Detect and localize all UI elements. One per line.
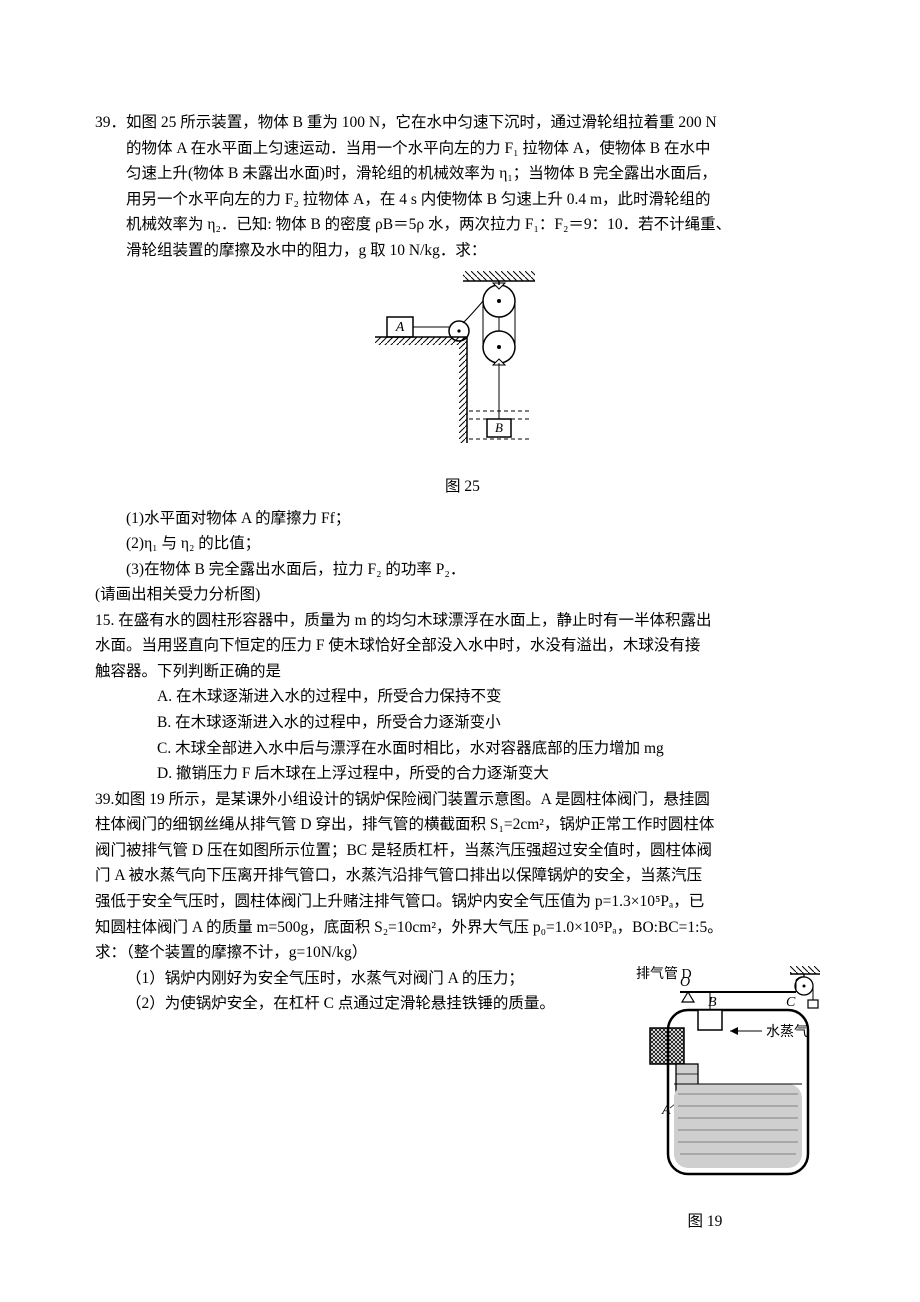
- figure-19-wrap: 排气管 D O B C A 水蒸气: [580, 966, 830, 1241]
- q39b-s1: 如图 19 所示，是某课外小组设计的锅炉保险阀门装置示意图。A 是圆柱体阀门，悬…: [114, 791, 709, 808]
- fig19-label-c: C: [786, 995, 796, 1010]
- q39b-subs: （1）锅炉内刚好为安全气压时，水蒸气对阀门 A 的压力； （2）为使锅炉安全，在…: [95, 966, 566, 1241]
- q39b-s5: 强低于安全气压时，圆柱体阀门上升赌注排气管口。锅炉内安全气压值为 p=1.3×1…: [95, 889, 830, 915]
- q39b-s7: 求：（整个装置的摩擦不计，g=10N/kg）: [95, 940, 830, 966]
- figure-25-wrap: A B: [95, 271, 830, 470]
- q15-s1: 在盛有水的圆柱形容器中，质量为 m 的均匀木球漂浮在水面上，静止时有一半体积露出: [118, 612, 711, 629]
- q39b-s6: 知圆柱体阀门 A 的质量 m=500g，底面积 S₂=10cm²，外界大气压 p…: [95, 915, 830, 941]
- q39b-s3: 阀门被排气管 D 压在如图所示位置；BC 是轻质杠杆，当蒸汽压强超过安全值时，圆…: [95, 838, 830, 864]
- fig19-label-b: B: [708, 995, 717, 1010]
- q15-num: 15.: [95, 612, 118, 629]
- q15-b: B. 在木球逐渐进入水的过程中，所受合力逐渐变小: [157, 710, 830, 736]
- q39a-l1: 如图 25 所示装置，物体 B 重为 100 N，它在水中匀速下沉时，通过滑轮组…: [126, 114, 717, 131]
- figure-19-caption: 图 19: [580, 1209, 830, 1235]
- q39a-num: 39．: [95, 114, 126, 131]
- q39a-l6: 滑轮组装置的摩擦及水中的阻力，g 取 10 N/kg．求：: [126, 238, 830, 264]
- q15-block: 15. 在盛有水的圆柱形容器中，质量为 m 的均匀木球漂浮在水面上，静止时有一半…: [95, 608, 830, 685]
- fig25-label-a: A: [394, 320, 404, 335]
- fig19-label-a: A: [661, 1103, 671, 1118]
- q39b-s4: 门 A 被水蒸气向下压离开排气管口，水蒸汽沿排气管口排出以保障锅炉的安全，当蒸汽…: [95, 863, 830, 889]
- q39b-bottom: （1）锅炉内刚好为安全气压时，水蒸气对阀门 A 的压力； （2）为使锅炉安全，在…: [95, 966, 830, 1241]
- q39a-block: 39．如图 25 所示装置，物体 B 重为 100 N，它在水中匀速下沉时，通过…: [95, 110, 830, 263]
- fig19-label-steam: 水蒸气: [766, 1024, 808, 1040]
- q15-options: A. 在木球逐渐进入水的过程中，所受合力保持不变 B. 在木球逐渐进入水的过程中…: [95, 684, 830, 786]
- q39a-l3: 匀速上升(物体 B 未露出水面)时，滑轮组的机械效率为 η₁；当物体 B 完全露…: [126, 161, 830, 187]
- q39b-sub1: （1）锅炉内刚好为安全气压时，水蒸气对阀门 A 的压力；: [126, 966, 566, 992]
- q39a-note: (请画出相关受力分析图): [95, 582, 830, 608]
- q15-c: C. 木球全部进入水中后与漂浮在水面时相比，水对容器底部的压力增加 mg: [157, 736, 830, 762]
- q39a-l2: 的物体 A 在水平面上匀速运动．当用一个水平向左的力 F₁ 拉物体 A，使物体 …: [126, 136, 830, 162]
- figure-19-svg: 排气管 D O B C A 水蒸气: [580, 966, 830, 1201]
- q15-s3: 触容器。下列判断正确的是: [95, 659, 830, 685]
- q39a-subs: (1)水平面对物体 A 的摩擦力 Ff； (2)η₁ 与 η₂ 的比值； (3)…: [95, 506, 830, 583]
- q39b-num: 39.: [95, 791, 114, 808]
- q39a-sub3: (3)在物体 B 完全露出水面后，拉力 F₂ 的功率 P₂．: [126, 557, 830, 583]
- fig25-label-b: B: [495, 420, 503, 435]
- q15-s2: 水面。当用竖直向下恒定的压力 F 使木球恰好全部没入水中时，水没有溢出，木球没有…: [95, 633, 830, 659]
- figure-25-caption: 图 25: [95, 474, 830, 500]
- q39a-l5: 机械效率为 η₂．已知: 物体 B 的密度 ρB＝5ρ 水，两次拉力 F₁：F₂…: [126, 212, 830, 238]
- q39b-block: 39.如图 19 所示，是某课外小组设计的锅炉保险阀门装置示意图。A 是圆柱体阀…: [95, 787, 830, 966]
- q15-d: D. 撤销压力 F 后木球在上浮过程中，所受的合力逐渐变大: [157, 761, 830, 787]
- q39b-s2: 柱体阀门的细钢丝绳从排气管 D 穿出，排气管的横截面积 S₁=2cm²，锅炉正常…: [95, 812, 830, 838]
- q15-a: A. 在木球逐渐进入水的过程中，所受合力保持不变: [157, 684, 830, 710]
- q39a-sub1: (1)水平面对物体 A 的摩擦力 Ff；: [126, 506, 830, 532]
- q39b-sub2: （2）为使锅炉安全，在杠杆 C 点通过定滑轮悬挂铁锤的质量。: [126, 991, 566, 1017]
- figure-25-svg: A B: [363, 271, 563, 461]
- fig19-label-o: O: [680, 975, 690, 990]
- q39a-sub2: (2)η₁ 与 η₂ 的比值；: [126, 531, 830, 557]
- q39a-l4: 用另一个水平向左的力 F₂ 拉物体 A，在 4 s 内使物体 B 匀速上升 0.…: [126, 187, 830, 213]
